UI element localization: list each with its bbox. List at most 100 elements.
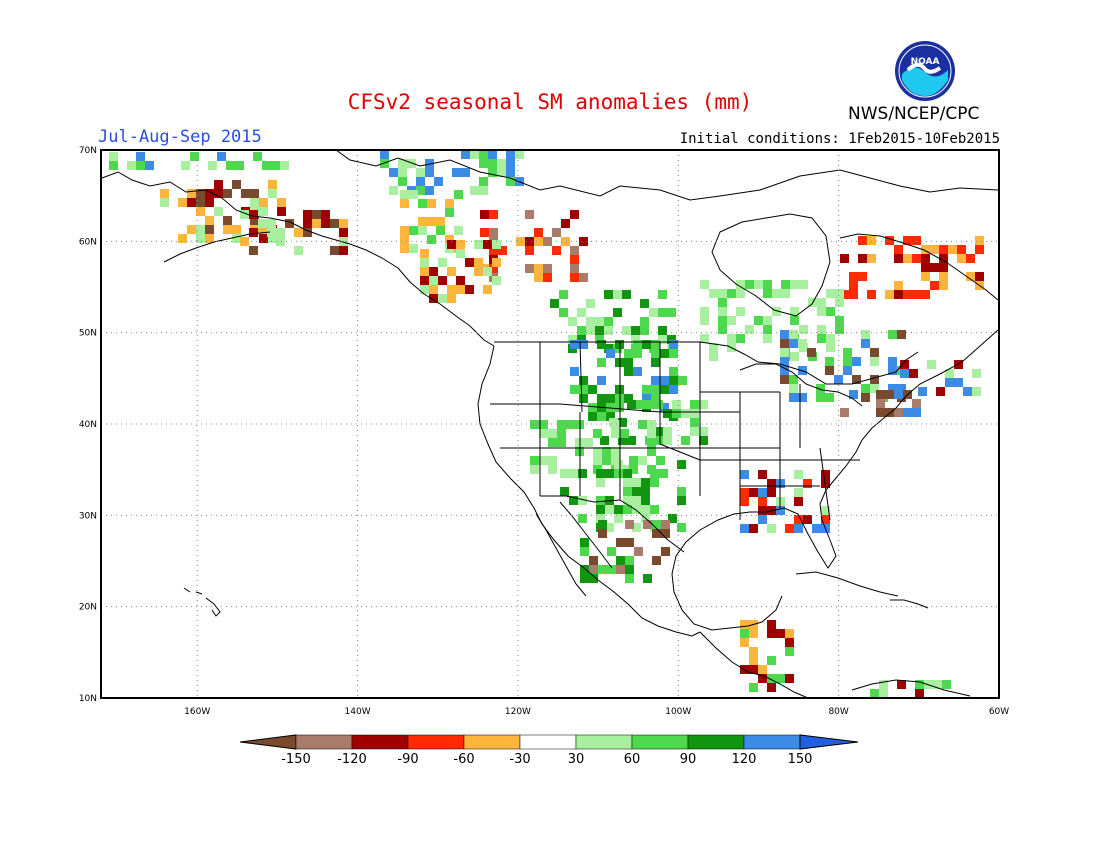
anomaly-cell [623, 505, 632, 514]
anomaly-cell [588, 403, 597, 412]
anomaly-cell [438, 294, 447, 303]
anomaly-cell [740, 488, 749, 497]
anomaly-cell [776, 506, 785, 515]
anomaly-cell [569, 469, 578, 478]
anomaly-cell [267, 219, 276, 228]
anomaly-cell [749, 656, 758, 665]
anomaly-cell [420, 276, 429, 285]
anomaly-cell [641, 478, 650, 487]
anomaly-cell [483, 267, 492, 276]
anomaly-cell [579, 385, 588, 394]
anomaly-cell [492, 276, 501, 285]
anomaly-cell [894, 254, 903, 263]
anomaly-cell [903, 236, 912, 245]
anomaly-cell [452, 168, 461, 177]
anomaly-cell [624, 367, 633, 376]
anomaly-cell [456, 249, 465, 258]
anomaly-cell [465, 285, 474, 294]
anomaly-cell [178, 234, 187, 243]
anomaly-cell [530, 465, 539, 474]
anomaly-cell [605, 523, 614, 532]
anomaly-cell [835, 325, 844, 334]
anomaly-cell [849, 272, 858, 281]
anomaly-cell [611, 420, 620, 429]
anomaly-cell [921, 254, 930, 263]
anomaly-cell [867, 290, 876, 299]
anomaly-cell [624, 394, 633, 403]
legend-label: 90 [680, 752, 697, 767]
anomaly-cell [900, 360, 909, 369]
anomaly-cell [187, 189, 196, 198]
anomaly-cell [763, 289, 772, 298]
anomaly-cell [767, 656, 776, 665]
anomaly-cell [636, 400, 645, 409]
anomaly-cell [568, 317, 577, 326]
anomaly-cell [758, 470, 767, 479]
anomaly-cell [548, 465, 557, 474]
anomaly-cell [700, 307, 709, 316]
anomaly-cell [447, 294, 456, 303]
legend-swatch [743, 734, 801, 750]
anomaly-cell [447, 267, 456, 276]
anomaly-cell [888, 357, 897, 366]
anomaly-cell [624, 349, 633, 358]
anomaly-cell [479, 150, 488, 159]
anomaly-cell [579, 237, 588, 246]
anomaly-cell [445, 235, 454, 244]
anomaly-cell [627, 436, 636, 445]
anomaly-cell [596, 505, 605, 514]
alaska-south-coast [163, 231, 271, 263]
anomaly-cell [625, 556, 634, 565]
anomaly-cell [690, 409, 699, 418]
anomaly-cell [888, 384, 897, 393]
legend-label: -90 [397, 752, 418, 767]
anomaly-cell [606, 403, 615, 412]
labrador-coast [839, 233, 999, 301]
anomaly-cell [647, 438, 656, 447]
anomaly-cell [506, 168, 515, 177]
anomaly-cell [763, 316, 772, 325]
anomaly-cell [569, 496, 578, 505]
anomaly-cell [559, 290, 568, 299]
anomaly-cell [249, 228, 258, 237]
anomaly-cell [530, 456, 539, 465]
anomaly-cell [709, 352, 718, 361]
anomaly-cell [858, 272, 867, 281]
anomaly-cell [767, 629, 776, 638]
anomaly-cell [758, 488, 767, 497]
anomaly-cell [816, 393, 825, 402]
anomaly-cell [425, 159, 434, 168]
anomaly-cell [416, 186, 425, 195]
anomaly-cell [280, 161, 289, 170]
anomaly-cell [489, 228, 498, 237]
anomaly-cell [588, 385, 597, 394]
anomaly-cell [598, 529, 607, 538]
anomaly-cell [912, 399, 921, 408]
anomaly-cell [420, 258, 429, 267]
anomaly-cell [870, 375, 879, 384]
anomaly-cell [966, 254, 975, 263]
anomaly-cell [577, 335, 586, 344]
legend-label: -30 [509, 752, 530, 767]
anomaly-cell [660, 385, 669, 394]
anomaly-cell [557, 438, 566, 447]
anomaly-cell [939, 272, 948, 281]
anomaly-cell [817, 307, 826, 316]
anomaly-cell [602, 447, 611, 456]
anomaly-cell [897, 384, 906, 393]
anomaly-cell [780, 330, 789, 339]
anomaly-cell [606, 394, 615, 403]
anomaly-cell [470, 186, 479, 195]
anomaly-cell [579, 340, 588, 349]
anomaly-cell [794, 488, 803, 497]
anomaly-cell [534, 273, 543, 282]
anomaly-cell [672, 409, 681, 418]
anomaly-cell [497, 159, 506, 168]
anomaly-cell [767, 683, 776, 692]
anomaly-cell [600, 436, 609, 445]
anomaly-cell [548, 429, 557, 438]
anomaly-cell [483, 240, 492, 249]
anomaly-cell [647, 447, 656, 456]
anomaly-cell [758, 665, 767, 674]
